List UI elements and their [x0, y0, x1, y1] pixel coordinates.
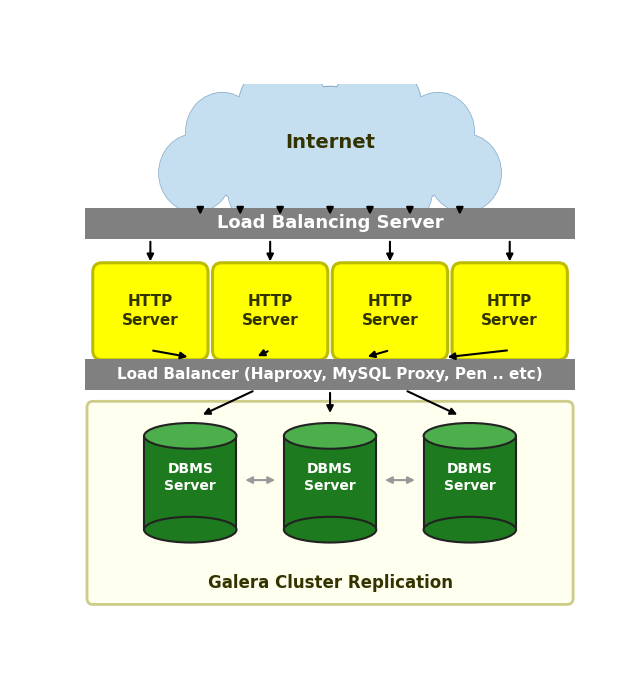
Text: Load Balancing Server: Load Balancing Server: [217, 214, 443, 232]
Text: DBMS
Server: DBMS Server: [164, 461, 216, 493]
Circle shape: [334, 61, 421, 155]
Circle shape: [428, 134, 501, 212]
Circle shape: [186, 93, 259, 171]
FancyBboxPatch shape: [284, 436, 376, 530]
FancyBboxPatch shape: [452, 263, 567, 360]
Circle shape: [332, 60, 422, 157]
Ellipse shape: [424, 517, 516, 543]
Text: DBMS
Server: DBMS Server: [304, 461, 356, 493]
Ellipse shape: [144, 517, 236, 543]
Circle shape: [402, 93, 473, 170]
Circle shape: [229, 154, 297, 228]
Circle shape: [401, 93, 474, 171]
Circle shape: [228, 153, 298, 228]
Text: HTTP
Server: HTTP Server: [242, 294, 299, 328]
FancyBboxPatch shape: [332, 263, 448, 360]
Text: Internet: Internet: [285, 133, 375, 152]
Ellipse shape: [424, 423, 516, 449]
Circle shape: [187, 93, 258, 170]
Text: DBMS
Server: DBMS Server: [444, 461, 496, 493]
Circle shape: [368, 109, 454, 201]
Text: Galera Cluster Replication: Galera Cluster Replication: [207, 574, 453, 592]
Circle shape: [363, 154, 431, 228]
FancyBboxPatch shape: [86, 359, 574, 390]
Circle shape: [289, 146, 371, 235]
Circle shape: [278, 88, 382, 200]
Text: HTTP
Server: HTTP Server: [122, 294, 179, 328]
FancyBboxPatch shape: [424, 436, 516, 530]
Circle shape: [288, 145, 372, 236]
Circle shape: [206, 109, 292, 201]
Circle shape: [239, 61, 327, 155]
Circle shape: [367, 109, 455, 203]
Ellipse shape: [144, 423, 236, 449]
Ellipse shape: [284, 423, 376, 449]
Text: HTTP
Server: HTTP Server: [481, 294, 538, 328]
Circle shape: [160, 135, 231, 212]
Ellipse shape: [284, 517, 376, 543]
FancyBboxPatch shape: [86, 208, 574, 239]
Text: Load Balancer (Haproxy, MySQL Proxy, Pen .. etc): Load Balancer (Haproxy, MySQL Proxy, Pen…: [117, 367, 543, 382]
Circle shape: [429, 135, 500, 212]
Circle shape: [238, 60, 328, 157]
Text: HTTP
Server: HTTP Server: [361, 294, 419, 328]
Circle shape: [159, 134, 232, 212]
FancyBboxPatch shape: [144, 436, 236, 530]
FancyBboxPatch shape: [87, 402, 573, 604]
Circle shape: [277, 86, 383, 200]
Circle shape: [205, 109, 293, 203]
Circle shape: [363, 153, 432, 228]
FancyBboxPatch shape: [93, 263, 208, 360]
FancyBboxPatch shape: [213, 263, 328, 360]
